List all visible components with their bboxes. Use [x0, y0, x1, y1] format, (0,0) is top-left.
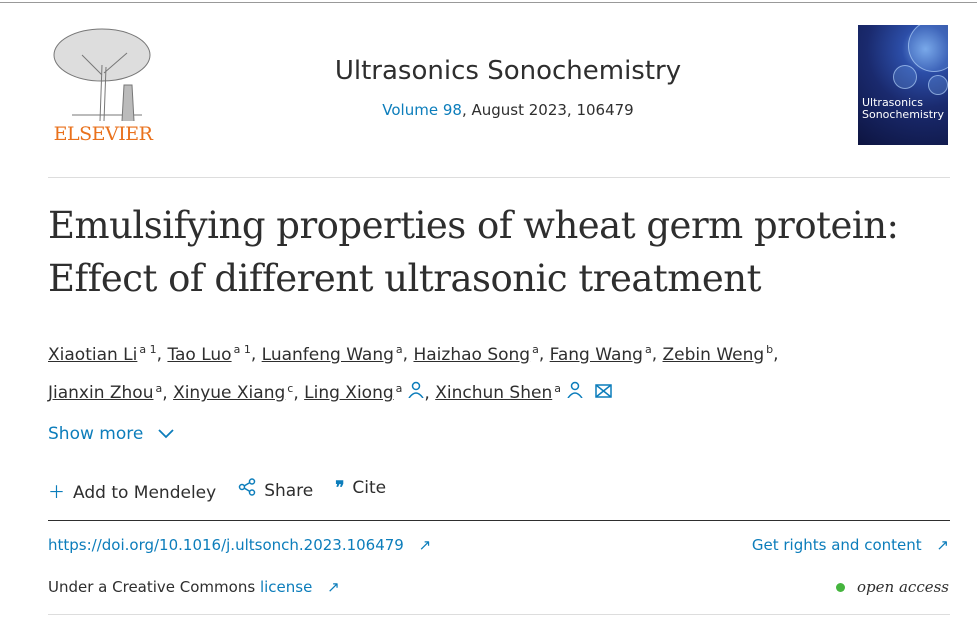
person-icon[interactable]	[567, 377, 583, 410]
author[interactable]: Xiaotian Li a 1	[48, 343, 157, 365]
cover-title: Ultrasonics Sonochemistry	[862, 96, 945, 121]
journal-cover[interactable]: Ultrasonics Sonochemistry	[858, 25, 948, 145]
add-to-mendeley-button[interactable]: ＋ Add to Mendeley	[48, 483, 217, 503]
person-icon[interactable]	[408, 377, 425, 410]
author[interactable]: Xinyue Xiang c	[173, 381, 294, 404]
author[interactable]: Xinchun Shen a	[435, 381, 561, 404]
share-icon	[238, 478, 256, 501]
get-rights-link[interactable]: Get rights and content ↗	[751, 536, 949, 554]
plus-icon: ＋	[48, 483, 65, 503]
open-access-dot-icon	[836, 583, 846, 592]
tree-logo-icon	[53, 28, 151, 121]
quote-icon: ❞	[335, 478, 345, 498]
author[interactable]: Ling Xiong a	[304, 381, 403, 404]
open-access-badge: open access	[836, 578, 949, 596]
issue-info: , August 2023, 106479	[461, 101, 634, 119]
doi-link[interactable]: https://doi.org/10.1016/j.ultsonch.2023.…	[48, 536, 432, 554]
author[interactable]: Fang Wang a	[549, 343, 652, 365]
author[interactable]: Jianxin Zhou a	[48, 381, 163, 404]
top-border	[0, 2, 977, 3]
license-link[interactable]: license	[259, 578, 313, 596]
external-arrow-icon: ↗	[936, 536, 949, 554]
volume-link[interactable]: Volume 98	[382, 101, 462, 119]
external-arrow-icon: ↗	[418, 536, 432, 554]
divider	[48, 614, 950, 615]
journal-volume: Volume 98, August 2023, 106479	[220, 101, 796, 119]
author[interactable]: Zebin Weng b	[662, 343, 774, 365]
envelope-icon[interactable]	[595, 377, 612, 410]
divider	[48, 177, 950, 178]
license-line: Under a Creative Commons license ↗	[48, 578, 340, 596]
article-title: Emulsifying properties of wheat germ pro…	[48, 204, 899, 300]
article-actions: ＋ Add to Mendeley Share ❞ Cite	[48, 478, 386, 503]
external-arrow-icon: ↗	[327, 578, 340, 596]
show-more-button[interactable]: Show more	[48, 424, 175, 444]
publisher-wordmark: ELSEVIER	[53, 123, 153, 145]
author[interactable]: Haizhao Song a	[413, 343, 539, 365]
author-list: Xiaotian Li a 1, Tao Luo a 1, Luanfeng Wan…	[48, 333, 948, 410]
cover-bubble	[928, 75, 948, 95]
author[interactable]: Luanfeng Wang a	[261, 343, 403, 365]
cover-bubble	[908, 25, 948, 72]
author[interactable]: Tao Luo a 1	[167, 343, 251, 365]
journal-title[interactable]: Ultrasonics Sonochemistry	[334, 56, 682, 86]
chevron-down-icon	[158, 429, 174, 439]
divider	[48, 520, 950, 521]
cite-button[interactable]: ❞ Cite	[335, 478, 387, 498]
elsevier-logo[interactable]: ELSEVIER	[48, 25, 158, 147]
share-button[interactable]: Share	[238, 478, 313, 503]
cover-bubble	[893, 65, 917, 89]
